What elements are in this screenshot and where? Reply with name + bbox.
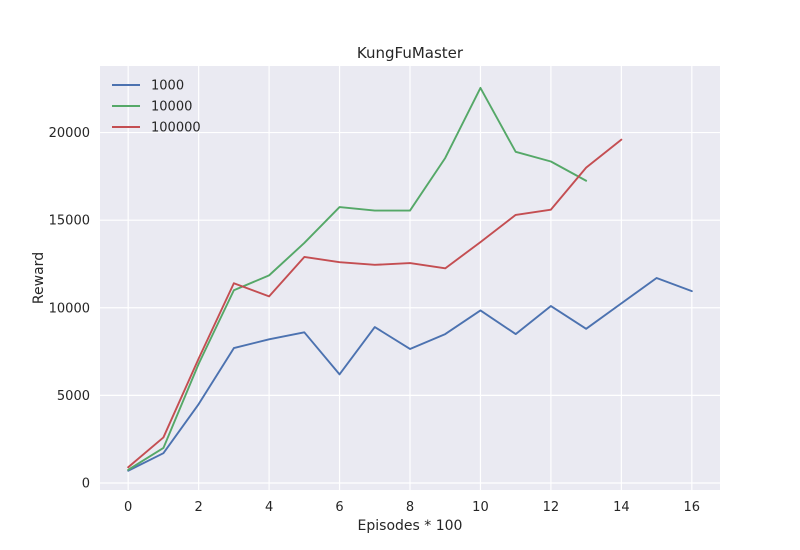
series-line-100000	[127, 138, 623, 469]
x-tick-label: 4	[265, 500, 273, 515]
x-tick-label: 10	[472, 500, 489, 515]
x-axis-label: Episodes * 100	[358, 518, 463, 534]
y-tick-label: 10000	[49, 301, 90, 316]
x-tick-label: 14	[613, 500, 630, 515]
legend: 1000 10000 100000	[112, 79, 201, 136]
x-tick-label: 8	[406, 500, 414, 515]
y-tick-label: 20000	[49, 126, 90, 141]
series-line-10000	[127, 86, 588, 471]
grid	[100, 66, 720, 490]
y-tick-labels: 0 5000 10000 15000 20000	[49, 126, 90, 491]
series-line-1000	[127, 277, 693, 472]
legend-label-1000: 1000	[151, 79, 184, 94]
legend-label-100000: 100000	[151, 121, 201, 136]
x-tick-label: 16	[684, 500, 701, 515]
legend-label-10000: 10000	[151, 100, 192, 115]
x-tick-label: 2	[194, 500, 202, 515]
x-tick-label: 6	[335, 500, 343, 515]
x-tick-label: 0	[124, 500, 132, 515]
x-tick-labels: 0 2 4 6 8 10 12 14 16	[124, 500, 700, 515]
x-tick-label: 12	[543, 500, 560, 515]
y-tick-label: 5000	[57, 389, 90, 404]
y-tick-label: 15000	[49, 214, 90, 229]
chart-title: KungFuMaster	[357, 44, 464, 62]
y-axis-label: Reward	[31, 252, 47, 304]
series-lines	[127, 86, 693, 472]
y-tick-label: 0	[82, 476, 90, 491]
